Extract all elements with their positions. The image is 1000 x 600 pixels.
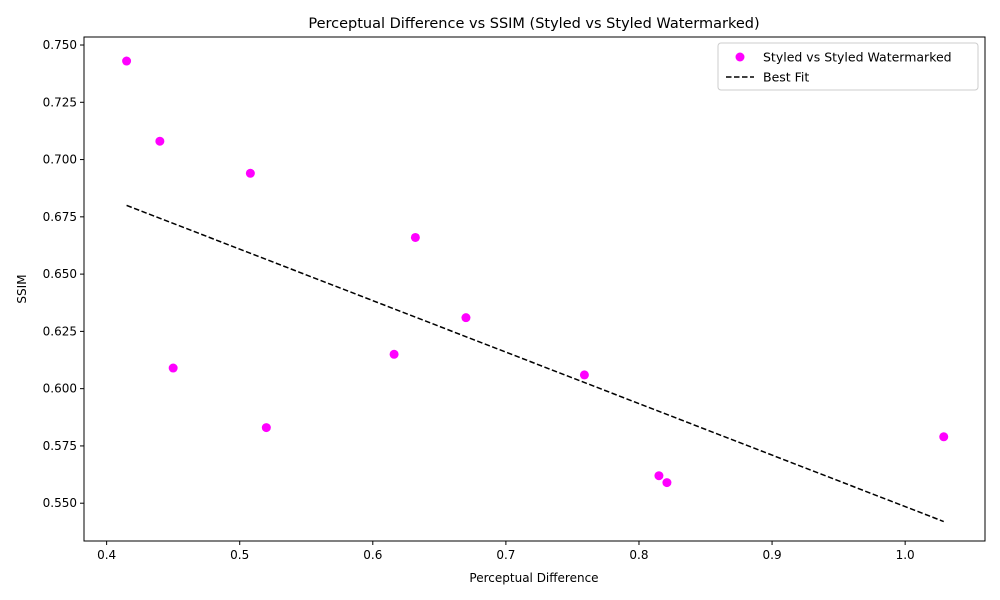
x-tick-label: 0.6 [363,548,382,562]
y-tick-label: 0.600 [43,382,77,396]
axes-frame [83,36,986,542]
data-point [245,168,255,178]
x-tick-label: 0.7 [496,548,515,562]
x-tick-label: 1.0 [896,548,915,562]
y-tick-label: 0.625 [43,324,77,338]
plot-area [83,36,986,542]
legend: Styled vs Styled Watermarked Best Fit [717,42,979,91]
y-tick-label: 0.550 [43,496,77,510]
data-point [654,471,664,481]
x-tick-label: 0.5 [230,548,249,562]
data-point [155,136,165,146]
y-axis-label: SSIM [15,274,29,303]
legend-label-scatter: Styled vs Styled Watermarked [763,50,952,65]
x-axis-label: Perceptual Difference [469,571,598,585]
y-tick-label: 0.575 [43,439,77,453]
x-tick-label: 0.9 [763,548,782,562]
data-point [461,313,471,323]
data-point [261,423,271,433]
x-tick-label: 0.8 [629,548,648,562]
data-point [168,363,178,373]
data-point [122,56,132,66]
data-point [579,370,589,380]
legend-box [717,42,979,91]
legend-label-best-fit: Best Fit [763,70,809,85]
legend-marker-scatter [735,52,745,62]
x-tick-label: 0.4 [97,548,116,562]
y-axis-ticks: 0.550 0.575 0.600 0.625 0.650 0.675 0.700 0.725… [43,38,84,510]
y-tick-label: 0.725 [43,95,77,109]
chart-title: Perceptual Difference vs SSIM (Styled vs… [308,16,759,32]
data-point [410,232,420,242]
y-tick-label: 0.675 [43,210,77,224]
data-point [939,432,949,442]
y-tick-label: 0.700 [43,153,77,167]
x-axis-ticks: 0.4 0.5 0.6 0.7 0.8 0.9 1.0 [97,541,915,562]
data-point [662,478,672,488]
y-tick-label: 0.650 [43,267,77,281]
y-tick-label: 0.750 [43,38,77,52]
data-point [389,349,399,359]
best-fit-line [126,204,945,523]
